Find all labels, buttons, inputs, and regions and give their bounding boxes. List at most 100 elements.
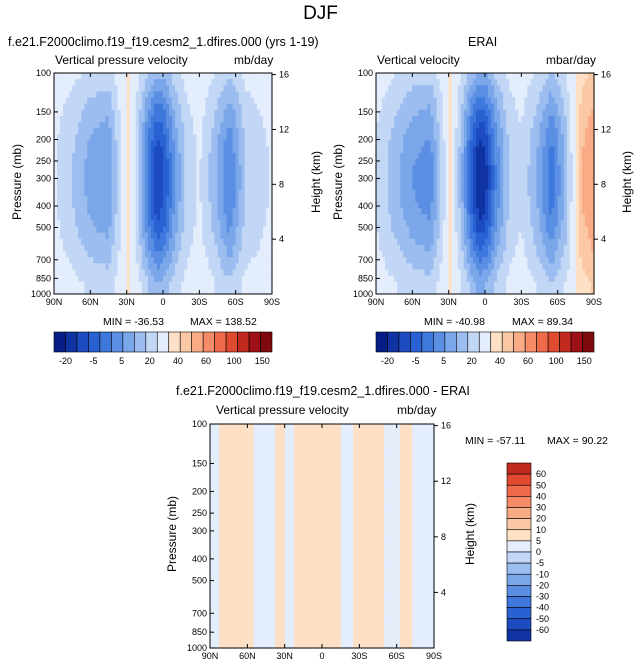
heatmap-cell bbox=[114, 220, 119, 228]
heatmap-cell bbox=[256, 85, 261, 93]
heatmap-cell bbox=[512, 195, 516, 203]
heatmap-cell bbox=[518, 275, 522, 283]
heatmap-cell bbox=[400, 251, 404, 258]
heatmap-cell bbox=[75, 152, 79, 160]
heatmap-cell bbox=[557, 85, 562, 93]
heatmap-cell bbox=[376, 275, 380, 283]
heatmap-cell bbox=[123, 177, 128, 185]
heatmap-cell bbox=[469, 109, 474, 117]
heatmap-cell bbox=[424, 122, 429, 129]
heatmap-cell bbox=[69, 79, 73, 86]
heatmap-cell bbox=[412, 140, 416, 148]
heatmap-cell bbox=[424, 109, 429, 117]
heatmap-cell bbox=[60, 73, 64, 80]
heatmap-cell bbox=[403, 91, 407, 99]
heatmap-cell bbox=[114, 85, 119, 93]
heatmap-cell bbox=[536, 287, 541, 295]
heatmap-cell bbox=[138, 109, 143, 117]
heatmap-cell bbox=[135, 208, 140, 215]
heatmap-cell bbox=[391, 91, 395, 99]
heatmap-cell bbox=[500, 275, 504, 283]
heatmap-cell bbox=[114, 146, 119, 154]
heatmap-cell bbox=[202, 177, 206, 185]
heatmap-cell bbox=[400, 134, 404, 142]
heatmap-cell bbox=[454, 152, 459, 160]
heatmap-cell bbox=[175, 85, 179, 93]
heatmap-cell bbox=[536, 257, 541, 264]
heatmap-cell bbox=[403, 140, 407, 148]
heatmap-cell bbox=[515, 220, 519, 228]
heatmap-cell bbox=[75, 275, 79, 283]
heatmap-cell bbox=[530, 214, 535, 221]
heatmap-cell bbox=[539, 195, 544, 203]
heatmap-cell bbox=[430, 281, 435, 289]
heatmap-cell bbox=[123, 79, 128, 86]
heatmap-cell bbox=[397, 269, 401, 277]
heatmap-cell bbox=[506, 103, 510, 111]
heatmap-cell bbox=[469, 73, 474, 80]
heatmap-cell bbox=[439, 269, 444, 277]
heatmap-cell bbox=[66, 140, 70, 148]
heatmap-cell bbox=[268, 79, 273, 86]
heatmap-cell bbox=[442, 244, 447, 252]
heatmap-cell bbox=[515, 263, 519, 271]
heatmap-cell bbox=[81, 171, 85, 178]
heatmap-cell bbox=[382, 201, 386, 209]
heatmap-cell bbox=[391, 244, 395, 252]
heatmap-cell bbox=[406, 244, 410, 252]
heatmap-cell bbox=[75, 134, 79, 142]
heatmap-cell bbox=[196, 128, 200, 135]
heatmap-cell bbox=[415, 208, 419, 215]
heatmap-cell bbox=[262, 189, 267, 197]
heatmap-cell bbox=[141, 238, 146, 246]
heatmap-cell bbox=[400, 109, 404, 117]
heatmap-cell bbox=[253, 269, 258, 277]
heatmap-cell bbox=[554, 244, 559, 252]
heatmap-cell bbox=[442, 226, 447, 234]
heatmap-cell bbox=[265, 85, 270, 93]
heatmap-cell bbox=[566, 146, 571, 154]
heatmap-cell bbox=[265, 91, 270, 99]
heatmap-cell bbox=[509, 257, 513, 264]
heatmap-cell bbox=[84, 183, 88, 191]
heatmap-cell bbox=[147, 257, 152, 264]
heatmap-cell bbox=[478, 281, 483, 289]
heatmap-cell bbox=[382, 85, 386, 93]
heatmap-cell bbox=[406, 115, 410, 123]
heatmap-cell bbox=[548, 140, 553, 148]
heatmap-cell bbox=[99, 269, 104, 277]
heatmap-cell bbox=[102, 195, 107, 203]
heatmap-cell bbox=[181, 281, 185, 289]
heatmap-cell bbox=[126, 263, 131, 271]
heatmap-cell bbox=[105, 146, 110, 154]
heatmap-cell bbox=[500, 263, 504, 271]
heatmap-cell bbox=[376, 73, 380, 80]
heatmap-cell bbox=[406, 103, 410, 111]
heatmap-cell bbox=[96, 97, 101, 105]
y2-tick-label: 8 bbox=[279, 179, 284, 189]
heatmap-cell bbox=[244, 115, 249, 123]
heatmap-cell bbox=[144, 128, 149, 135]
heatmap-cell bbox=[126, 115, 131, 123]
heatmap-cell bbox=[193, 226, 197, 234]
heatmap-cell bbox=[141, 97, 146, 105]
heatmap-cell bbox=[430, 183, 435, 191]
heatmap-cell bbox=[497, 232, 501, 240]
heatmap-cell bbox=[518, 97, 522, 105]
heatmap-cell bbox=[382, 158, 386, 166]
heatmap-cell bbox=[485, 73, 489, 80]
heatmap-cell bbox=[548, 232, 553, 240]
heatmap-cell bbox=[175, 158, 179, 166]
heatmap-cell bbox=[382, 226, 386, 234]
heatmap-cell bbox=[542, 122, 547, 129]
heatmap-cell bbox=[448, 287, 453, 295]
heatmap-cell bbox=[460, 109, 465, 117]
heatmap-cell bbox=[491, 134, 495, 142]
heatmap-cell bbox=[463, 269, 468, 277]
heatmap-cell bbox=[241, 244, 246, 252]
heatmap-cell bbox=[126, 79, 131, 86]
heatmap-cell bbox=[178, 165, 182, 172]
heatmap-cell bbox=[500, 220, 504, 228]
heatmap-cell bbox=[424, 244, 429, 252]
heatmap-cell bbox=[93, 85, 97, 93]
